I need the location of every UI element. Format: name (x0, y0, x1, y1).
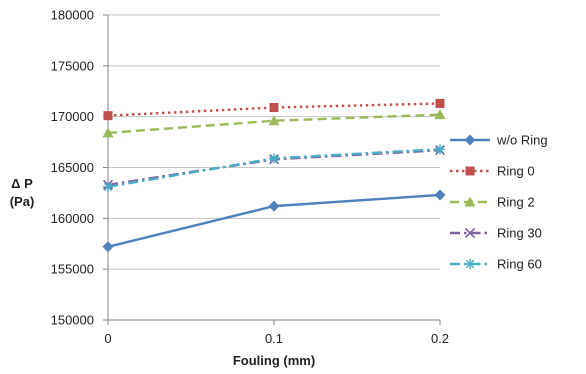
legend-label: Ring 0 (497, 164, 535, 179)
data-point (103, 111, 113, 121)
legend-label: Ring 60 (497, 257, 542, 272)
legend-item-ring-30: Ring 30 (450, 226, 542, 241)
legend-item-w-o-ring: w/o Ring (450, 133, 548, 148)
x-tick-label: 0.1 (265, 331, 283, 346)
series-w-o-ring (102, 189, 446, 253)
y-tick-label: 180000 (51, 8, 94, 23)
y-tick-label: 170000 (51, 109, 94, 124)
data-point (268, 200, 280, 212)
legend-item-ring-0: Ring 0 (450, 164, 535, 179)
legend-label: Ring 2 (497, 195, 535, 210)
legend-label: w/o Ring (496, 133, 548, 148)
data-point (434, 189, 446, 201)
legend-item-ring-60: Ring 60 (450, 257, 542, 272)
series-ring-2 (102, 109, 446, 138)
series-ring-60 (103, 144, 445, 192)
data-point (268, 115, 280, 126)
y-axis-label-line2: (Pa) (10, 194, 35, 209)
series-line-ring-0 (107, 102, 441, 117)
x-tick-label: 0.2 (431, 331, 449, 346)
legend-item-ring-2: Ring 2 (450, 195, 535, 210)
y-tick-label: 165000 (51, 160, 94, 175)
axes (103, 14, 441, 325)
data-point (435, 98, 445, 108)
y-tick-label: 160000 (51, 211, 94, 226)
x-axis-label: Fouling (mm) (233, 353, 315, 368)
data-point (103, 181, 113, 192)
x-tick-label: 0 (104, 331, 111, 346)
y-tick-label: 155000 (51, 262, 94, 277)
y-axis-label-line1: Δ P (11, 176, 33, 191)
data-point (102, 127, 114, 138)
y-tick-label: 150000 (51, 313, 94, 328)
data-point (434, 109, 446, 120)
series-group (102, 98, 446, 253)
legend-label: Ring 30 (497, 226, 542, 241)
legend-marker (465, 166, 475, 176)
legend-marker (464, 227, 476, 239)
y-tick-labels: 150000 155000 160000 165000 170000 175000 1800… (51, 8, 94, 328)
legend: w/o Ring Ring 0 Ring 2 Ring 30 Ring 60 (450, 133, 548, 272)
data-point (269, 103, 279, 113)
data-point (102, 241, 114, 253)
gridlines (108, 14, 440, 270)
data-point (269, 153, 279, 164)
series-ring-0 (103, 98, 445, 121)
legend-marker (465, 259, 475, 269)
y-tick-label: 175000 (51, 58, 94, 73)
x-tick-labels: 0 0.1 0.2 (104, 331, 449, 346)
data-point (435, 144, 445, 155)
legend-marker (464, 134, 476, 146)
legend-marker (464, 196, 476, 207)
